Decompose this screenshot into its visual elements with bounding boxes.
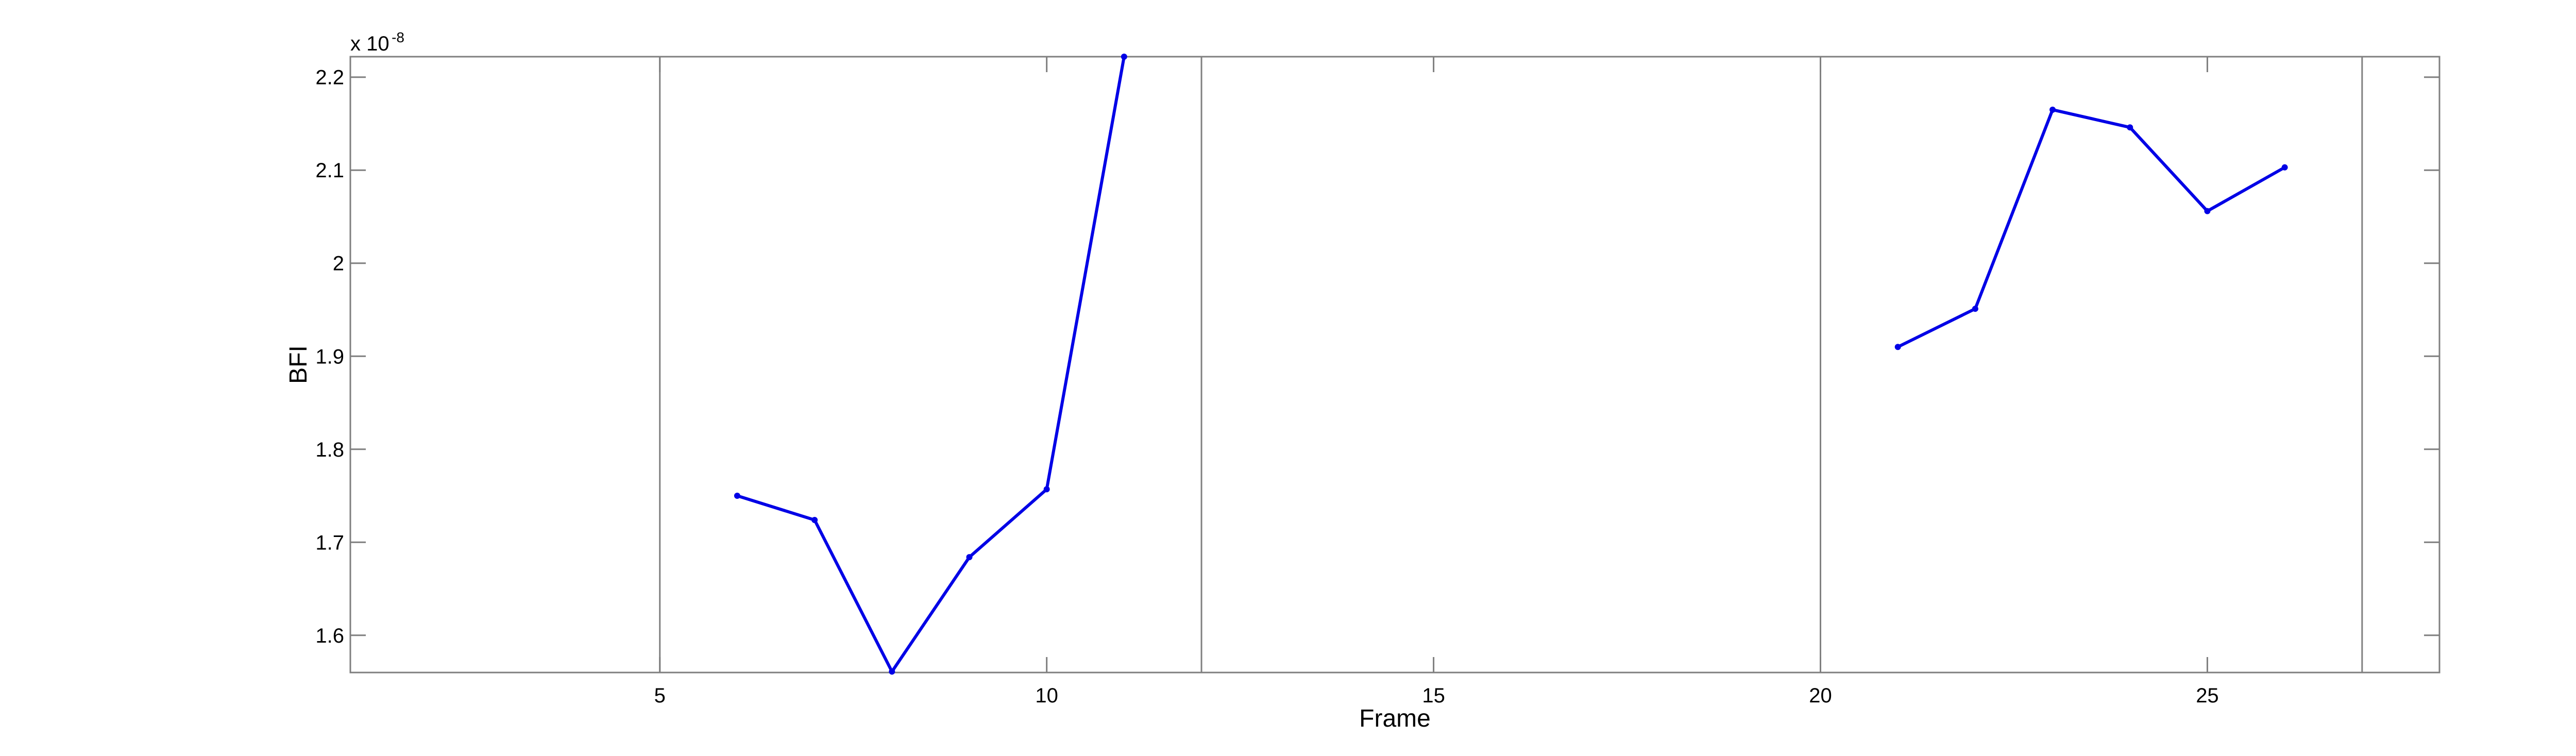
y-tick-label: 2.1 [315,159,344,182]
y-exponent-base: x 10 [350,32,389,55]
data-point [2204,208,2211,214]
data-point [734,493,740,499]
y-axis-exponent: x 10 -8 [350,29,404,55]
y-tick-label: 1.7 [315,531,344,554]
axes [349,56,2441,674]
data-point [889,668,895,675]
y-ticks: 1.6 1.7 1.8 1.9 2 2.1 2.2 [315,66,2439,647]
y-tick-label: 1.8 [315,439,344,461]
data-point [1894,344,1901,350]
y-tick-label: 1.6 [315,625,344,647]
y-axis-label: BFI [285,345,312,384]
x-axis-label: Frame [1359,705,1431,732]
data-point [966,554,973,561]
series-line [737,56,1126,674]
vertical-lines [659,57,2363,673]
x-tick-label: 10 [1035,684,1058,707]
x-ticks: 5 10 15 20 25 [654,57,2219,707]
x-tick-label: 25 [2196,684,2219,707]
data-point [2127,124,2133,131]
data-series [734,54,2288,675]
y-exponent-power: -8 [392,29,404,45]
data-point [2049,106,2056,113]
data-point [1972,306,1978,312]
data-point [2281,164,2288,171]
x-tick-label: 20 [1809,684,1832,707]
y-tick-label: 1.9 [315,345,344,368]
data-point [811,516,818,523]
axes-box [349,56,2441,674]
data-point [1121,54,1127,60]
y-tick-label: 2 [333,253,344,275]
x-tick-label: 5 [654,684,666,707]
plot-area [350,57,2439,673]
series-line [1897,108,2286,348]
y-tick-label: 2.2 [315,66,344,89]
data-point [1043,486,1050,493]
x-tick-label: 15 [1422,684,1445,707]
